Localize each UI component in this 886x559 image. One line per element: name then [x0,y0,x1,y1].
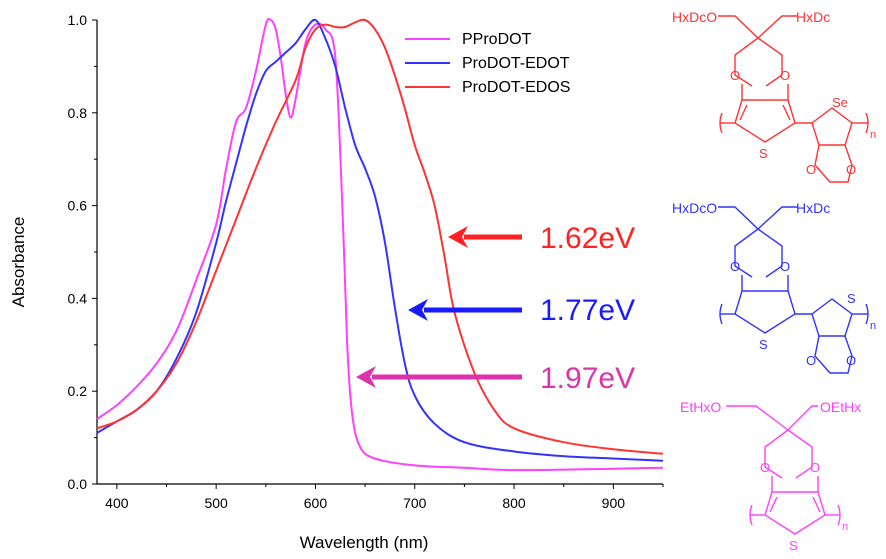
x-tick-label: 900 [602,495,626,511]
struct-heteroatom: S [759,146,768,161]
svg-text:O: O [806,353,816,368]
svg-text:O: O [806,162,816,177]
svg-text:O: O [780,259,790,274]
legend-label: PProDOT [462,31,532,48]
gap-arrow-head [448,226,468,248]
struct-heteroatom: S [789,538,798,553]
svg-text:O: O [730,68,740,83]
legend-label: ProDOT-EDOS [462,79,570,96]
svg-text:O: O [760,460,770,475]
struct-heteroatom: S [759,337,768,352]
gap-annotation-label: 1.97eV [540,362,635,395]
structure-prodot-edos: HxDcO HxDc O O S Se O O n [672,9,876,183]
x-tick-label: 600 [304,495,328,511]
y-tick-label: 0.2 [68,383,88,399]
x-tick-label: 700 [403,495,427,511]
x-axis: 400 500 600 700 800 900 [105,484,664,511]
struct-label-top-right: OEtHx [820,399,861,415]
gap-arrow-head [408,299,428,321]
y-axis-label: Absorbance [9,217,28,308]
struct-heteroatom: S [847,291,856,306]
struct-subscript: n [842,521,848,533]
svg-text:O: O [810,460,820,475]
svg-text:O: O [780,68,790,83]
svg-text:O: O [846,162,856,177]
struct-heteroatom: Se [832,95,848,110]
structure-prodot-edot: HxDcO HxDc O O S S O O n [672,200,876,374]
series-line-prodot-edot [96,18,664,462]
x-tick-label: 400 [105,495,129,511]
series-layer [96,17,664,472]
struct-label-top-left: HxDcO [672,200,717,216]
series-line-pprodot [96,17,664,472]
series-line-prodot-edos [96,18,664,455]
x-axis-label: Wavelength (nm) [300,533,429,552]
y-axis: 0.0 0.2 0.4 0.6 0.8 1.0 [68,12,97,492]
struct-subscript: n [870,129,876,141]
y-tick-label: 1.0 [68,12,88,28]
y-tick-label: 0.8 [68,105,88,121]
y-tick-label: 0.0 [68,476,88,492]
struct-label-top-left: EtHxO [680,399,721,415]
svg-text:O: O [730,259,740,274]
legend: PProDOT ProDOT-EDOT ProDOT-EDOS [405,31,570,96]
x-tick-label: 800 [502,495,526,511]
struct-label-top-right: HxDc [796,9,830,25]
gap-arrow-head [356,366,376,388]
legend-label: ProDOT-EDOT [462,55,570,72]
y-tick-label: 0.4 [68,290,88,306]
gap-annotations: 1.62eV 1.77eV 1.97eV [356,222,635,395]
y-tick-label: 0.6 [68,198,88,214]
struct-label-top-right: HxDc [796,200,830,216]
gap-annotation-label: 1.62eV [540,222,635,255]
x-tick-label: 500 [204,495,228,511]
svg-text:O: O [846,353,856,368]
structure-pprodot: EtHxO OEtHx O O S n [680,399,861,553]
struct-label-top-left: HxDcO [672,9,717,25]
struct-subscript: n [870,320,876,332]
gap-annotation-label: 1.77eV [540,294,635,327]
